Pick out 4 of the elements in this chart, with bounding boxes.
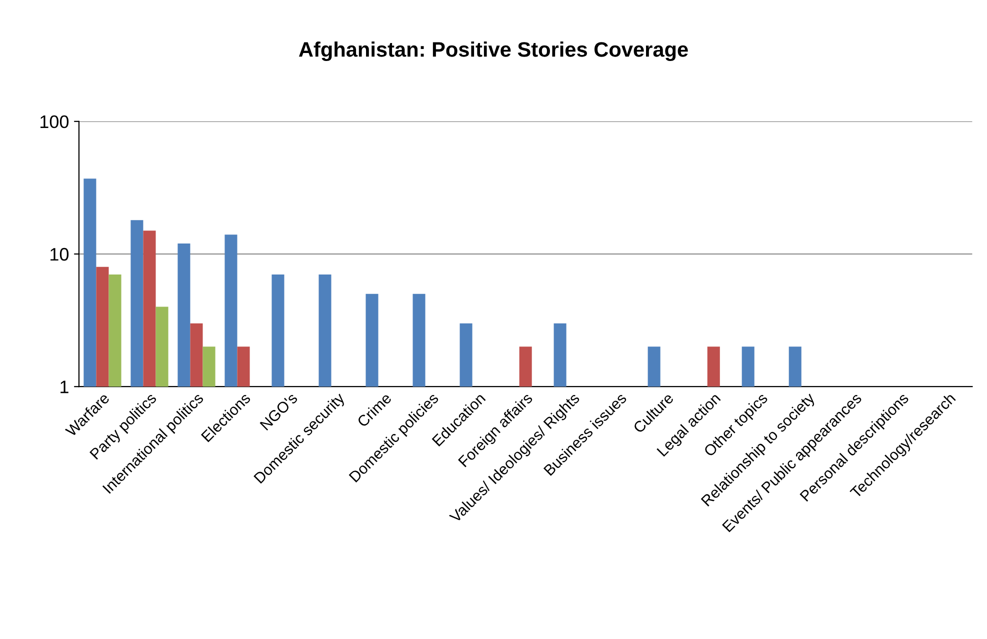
y-tick-label: 1 (60, 380, 68, 394)
chart-title: Afghanistan: Positive Stories Coverage (298, 42, 688, 62)
y-tick-label: 100 (40, 115, 69, 128)
y-tick-label: 10 (50, 248, 69, 261)
